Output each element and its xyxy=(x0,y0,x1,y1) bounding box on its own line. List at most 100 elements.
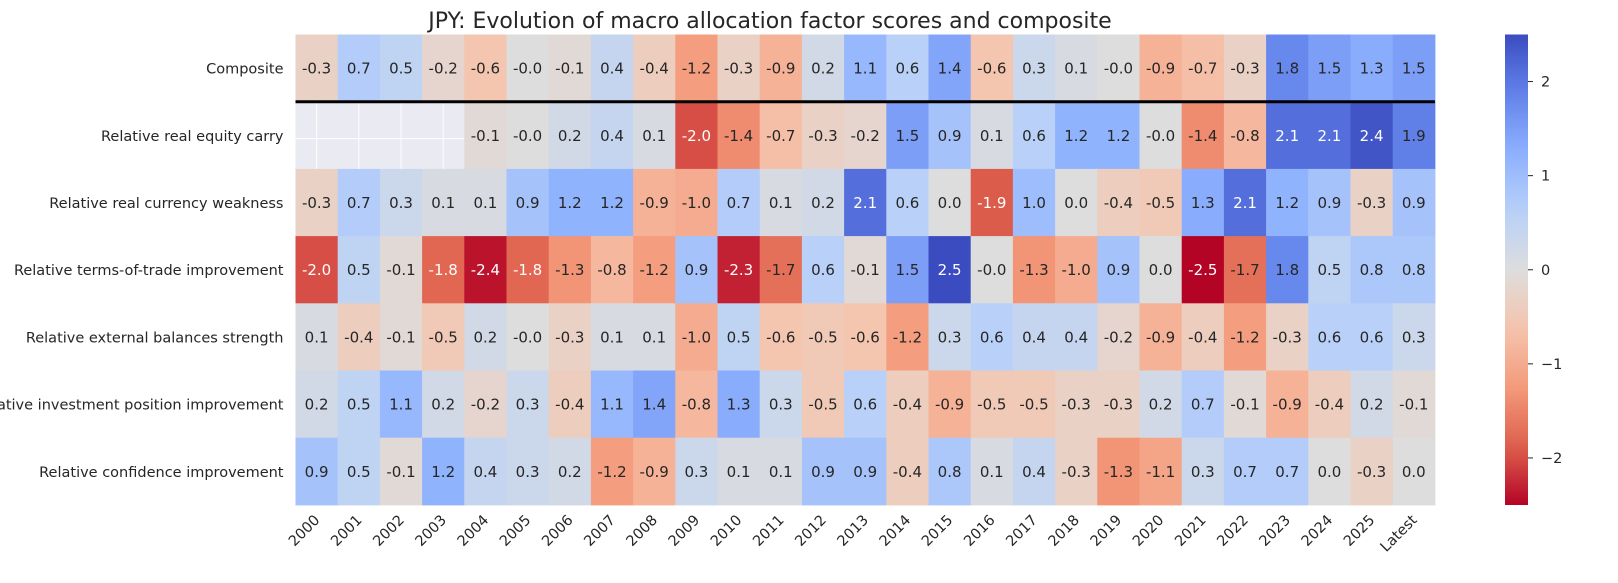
cell-value-label: -2.0 xyxy=(302,261,331,279)
cell-value-label: 0.8 xyxy=(938,463,962,481)
heatmap-cell xyxy=(1139,101,1183,170)
heatmap-cell xyxy=(844,303,887,371)
cell-value-label: -0.2 xyxy=(429,60,458,78)
cell-value-label: -0.5 xyxy=(808,396,837,414)
cell-value-label: 2.4 xyxy=(1360,127,1384,145)
cell-value-label: -0.9 xyxy=(766,60,795,78)
cell-value-label: 2.1 xyxy=(1275,127,1299,145)
cell-value-label: 0.1 xyxy=(431,194,455,212)
heatmap-cell xyxy=(590,370,634,439)
cell-value-label: 0.5 xyxy=(347,261,371,279)
heatmap-cell xyxy=(633,303,676,371)
column-label: 2010 xyxy=(708,512,745,549)
cell-value-label: 0.7 xyxy=(347,194,371,212)
heatmap-cell xyxy=(844,168,887,237)
heatmap-cell xyxy=(1181,303,1225,371)
cell-value-label: 1.2 xyxy=(1106,127,1130,145)
heatmap-cell xyxy=(844,437,887,506)
heatmap-cell xyxy=(1097,236,1140,304)
cell-value-label: -0.2 xyxy=(1104,328,1133,346)
heatmap-cell xyxy=(886,34,929,103)
heatmap-cell xyxy=(801,303,845,371)
cell-value-label: -0.4 xyxy=(1104,194,1133,212)
heatmap-cell xyxy=(717,437,761,506)
cell-value-label: -0.9 xyxy=(1146,328,1175,346)
cell-value-label: 0.5 xyxy=(727,328,751,346)
heatmap-cell xyxy=(633,168,676,237)
cell-value-label: 0.7 xyxy=(347,60,371,78)
column-label: 2009 xyxy=(666,512,703,549)
cell-value-label: -0.2 xyxy=(851,127,880,145)
cell-value-label: -1.3 xyxy=(555,261,584,279)
cell-value-label: 0.2 xyxy=(811,60,835,78)
heatmap-cell xyxy=(1139,370,1183,439)
heatmap-cell xyxy=(1055,303,1098,371)
heatmap-cell xyxy=(759,370,803,439)
cell-value-label: 0.6 xyxy=(1360,328,1384,346)
cell-value-label: 0.3 xyxy=(389,194,413,212)
cell-value-label: 0.2 xyxy=(558,463,582,481)
cell-value-label: 1.5 xyxy=(895,261,919,279)
cell-value-label: 0.1 xyxy=(769,194,793,212)
heatmap-cell xyxy=(759,34,803,103)
cell-value-label: -0.3 xyxy=(302,60,331,78)
heatmap-cell xyxy=(590,303,634,371)
heatmap-cell xyxy=(1181,437,1225,506)
heatmap-cell xyxy=(337,168,381,237)
cell-value-label: 0.4 xyxy=(600,60,624,78)
cell-value-label: -1.3 xyxy=(1104,463,1133,481)
cell-value-label: -1.2 xyxy=(893,328,922,346)
cell-value-label: 1.9 xyxy=(1402,127,1426,145)
column-label: 2007 xyxy=(581,512,618,549)
heatmap-cell xyxy=(422,303,465,371)
colorbar-tick-label: 0 xyxy=(1541,263,1550,279)
cell-value-label: -0.1 xyxy=(1230,396,1259,414)
heatmap-cell xyxy=(886,168,929,237)
heatmap-cell xyxy=(759,303,803,371)
heatmap-cell xyxy=(295,236,339,304)
column-label: 2004 xyxy=(455,512,492,549)
cell-value-label: 1.3 xyxy=(1191,194,1215,212)
cell-value-label: 0.1 xyxy=(727,463,751,481)
heatmap-cell xyxy=(801,101,845,170)
heatmap-cell xyxy=(464,370,507,439)
cell-value-label: 0.2 xyxy=(473,328,497,346)
heatmap-cell xyxy=(1055,370,1098,439)
cell-value-label: -1.9 xyxy=(977,194,1006,212)
heatmap-cell xyxy=(379,370,423,439)
heatmap-cell xyxy=(1308,370,1351,439)
cell-value-label: -0.1 xyxy=(386,328,415,346)
heatmap-cell xyxy=(717,101,761,170)
column-label: 2012 xyxy=(792,512,829,549)
heatmap-cell xyxy=(295,303,339,371)
cell-value-label: -0.4 xyxy=(893,396,922,414)
cell-value-label: 0.3 xyxy=(1191,463,1215,481)
cell-value-label: -1.0 xyxy=(682,194,711,212)
heatmap-cell xyxy=(633,236,676,304)
heatmap-cell xyxy=(1055,101,1098,170)
cell-value-label: -0.4 xyxy=(893,463,922,481)
cell-value-label: 0.4 xyxy=(1022,328,1046,346)
heatmap-cell xyxy=(717,303,761,371)
heatmap-cell xyxy=(1308,303,1351,371)
heatmap-cell xyxy=(675,437,718,506)
heatmap-cell xyxy=(1308,168,1351,237)
cell-value-label: -0.9 xyxy=(1146,60,1175,78)
column-label: 2024 xyxy=(1299,512,1336,549)
column-label: 2017 xyxy=(1003,512,1040,549)
cell-value-label: -0.9 xyxy=(640,463,669,481)
heatmap-cell xyxy=(506,437,550,506)
row-label: Composite xyxy=(206,62,283,78)
column-label: 2005 xyxy=(497,512,534,549)
heatmap-cell xyxy=(548,101,592,170)
heatmap-cell xyxy=(1097,303,1140,371)
cell-value-label: 1.4 xyxy=(642,396,666,414)
column-label: 2025 xyxy=(1341,512,1378,549)
heatmap-cell xyxy=(1139,34,1183,103)
heatmap-cell xyxy=(1097,34,1140,103)
heatmap-cell xyxy=(337,437,381,506)
cell-value-label: -0.6 xyxy=(851,328,880,346)
heatmap-cell xyxy=(675,168,718,237)
colorbar-tick-label: 1 xyxy=(1541,169,1550,185)
cell-value-label: 0.6 xyxy=(853,396,877,414)
